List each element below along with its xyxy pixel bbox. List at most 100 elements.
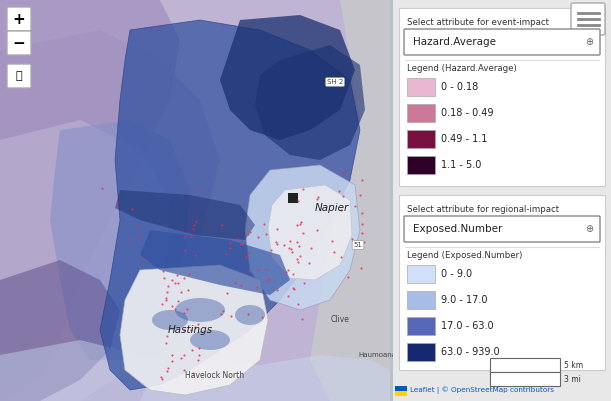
Point <box>334 188 343 194</box>
Text: ⛶: ⛶ <box>16 71 23 81</box>
Text: Napier: Napier <box>315 203 349 213</box>
Point <box>293 300 303 307</box>
Point <box>313 194 323 200</box>
Polygon shape <box>0 0 390 401</box>
Point <box>266 247 276 253</box>
Point <box>284 267 293 273</box>
Point <box>258 314 268 320</box>
Point <box>296 219 306 225</box>
Polygon shape <box>100 20 360 390</box>
Point <box>244 268 254 274</box>
Point <box>357 229 367 236</box>
Point <box>97 184 106 191</box>
Point <box>158 267 167 274</box>
Polygon shape <box>0 120 170 401</box>
Text: 0 - 0.18: 0 - 0.18 <box>441 82 478 92</box>
Point <box>329 249 339 255</box>
Text: Haumoana: Haumoana <box>358 352 396 358</box>
Point <box>254 267 263 273</box>
Point <box>327 238 337 245</box>
Point <box>180 310 189 316</box>
Polygon shape <box>220 15 355 140</box>
Ellipse shape <box>190 330 230 350</box>
Bar <box>399 195 605 370</box>
Point <box>357 177 367 184</box>
Point <box>164 365 174 372</box>
Polygon shape <box>0 340 390 401</box>
Point <box>337 254 346 261</box>
Text: Hazard.Average: Hazard.Average <box>413 37 496 47</box>
Point <box>189 221 199 228</box>
Bar <box>407 343 435 361</box>
Point <box>170 280 180 287</box>
Point <box>241 253 251 260</box>
Point <box>159 275 169 282</box>
Point <box>254 234 263 241</box>
Point <box>286 246 296 253</box>
Polygon shape <box>115 190 255 240</box>
Point <box>338 170 348 176</box>
Text: Legend (Hazard.Average): Legend (Hazard.Average) <box>407 64 517 73</box>
Point <box>191 252 200 258</box>
Point <box>192 188 202 194</box>
Polygon shape <box>255 45 365 160</box>
Point <box>193 356 203 363</box>
Point <box>298 186 308 193</box>
FancyBboxPatch shape <box>7 7 31 31</box>
Point <box>112 200 122 207</box>
Point <box>304 260 314 267</box>
Point <box>338 193 348 199</box>
Point <box>179 327 189 333</box>
Text: Select attribute for regional-impact: Select attribute for regional-impact <box>407 205 559 214</box>
Point <box>299 280 309 287</box>
Bar <box>393 0 611 401</box>
Point <box>272 226 282 232</box>
Text: 51: 51 <box>354 242 362 248</box>
Point <box>179 275 189 282</box>
FancyBboxPatch shape <box>7 64 31 88</box>
Point <box>176 288 186 295</box>
Point <box>161 295 171 302</box>
Point <box>132 223 142 229</box>
Point <box>222 290 232 296</box>
Point <box>170 306 180 312</box>
Point <box>293 198 303 204</box>
Text: Havelock North: Havelock North <box>185 371 244 379</box>
Point <box>138 256 148 262</box>
Point <box>185 271 194 277</box>
Polygon shape <box>0 30 220 401</box>
Point <box>357 210 367 217</box>
Point <box>294 243 304 249</box>
FancyBboxPatch shape <box>7 31 31 55</box>
Point <box>281 269 291 275</box>
Bar <box>407 156 435 174</box>
Point <box>188 226 198 233</box>
Point <box>357 221 367 227</box>
Polygon shape <box>0 260 120 401</box>
Polygon shape <box>140 230 290 295</box>
Point <box>238 241 247 247</box>
Point <box>285 245 295 252</box>
Text: 0.49 - 1.1: 0.49 - 1.1 <box>441 134 488 144</box>
Point <box>188 370 198 377</box>
Point <box>312 196 322 203</box>
Point <box>167 277 177 283</box>
Point <box>230 280 240 286</box>
Point <box>287 249 297 255</box>
Point <box>236 241 246 247</box>
Point <box>125 236 134 243</box>
Point <box>312 227 322 233</box>
FancyBboxPatch shape <box>571 3 605 35</box>
Point <box>297 315 307 322</box>
Text: Hastings: Hastings <box>167 325 213 335</box>
Point <box>218 308 228 314</box>
Point <box>218 222 227 228</box>
Bar <box>288 193 298 203</box>
FancyBboxPatch shape <box>404 216 600 242</box>
Point <box>288 285 298 291</box>
Point <box>134 233 144 239</box>
Point <box>356 265 366 271</box>
Text: Legend (Exposed.Number): Legend (Exposed.Number) <box>407 251 522 260</box>
Point <box>162 289 172 295</box>
Bar <box>407 130 435 148</box>
